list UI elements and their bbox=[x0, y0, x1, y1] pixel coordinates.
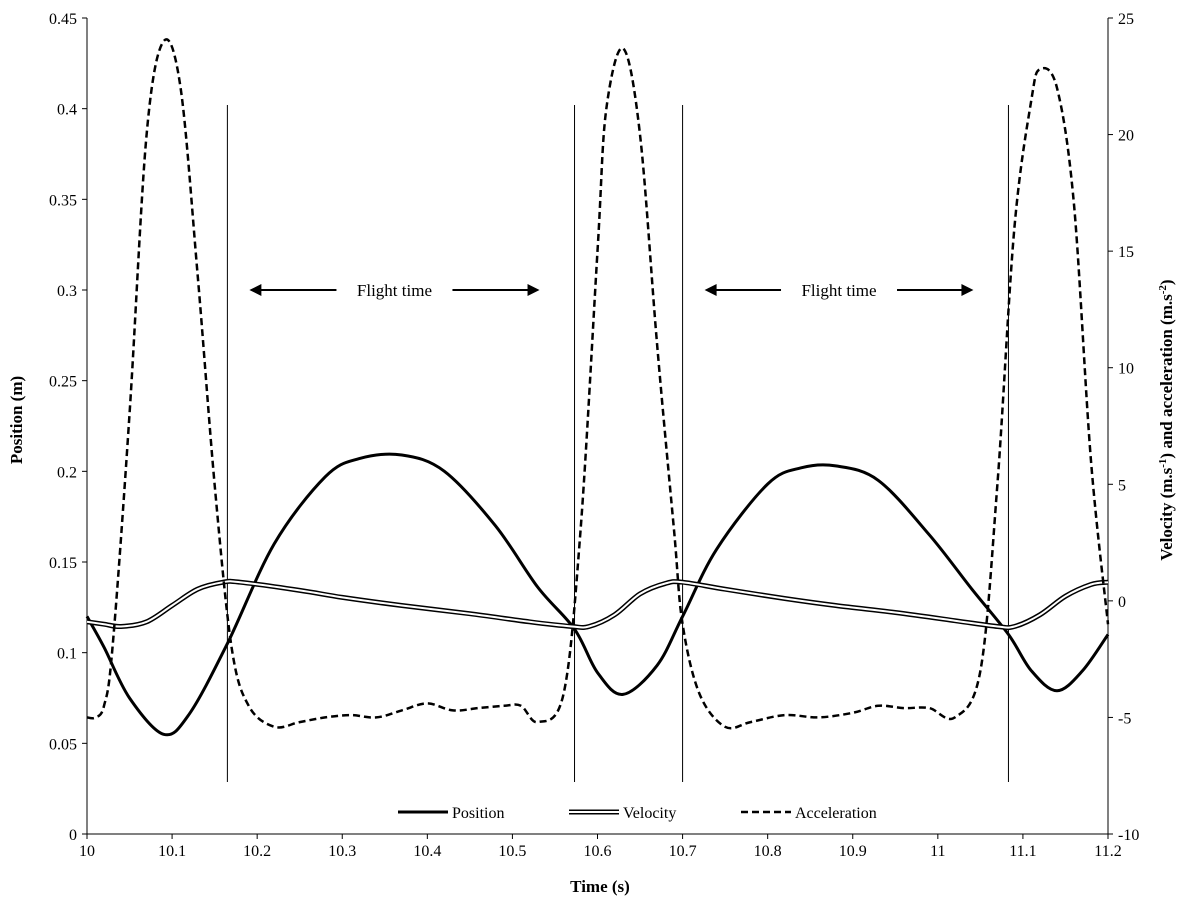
x-tick-label: 10.5 bbox=[498, 843, 526, 860]
x-tick-label: 10.6 bbox=[584, 843, 612, 860]
y-right-title-part: ) and acceleration (m.s bbox=[1157, 294, 1176, 459]
y-left-tick-label: 0.35 bbox=[49, 192, 77, 209]
y-left-tick-label: 0.1 bbox=[57, 646, 77, 663]
x-tick-label: 10.9 bbox=[839, 843, 867, 860]
x-axis-title: Time (s) bbox=[570, 877, 630, 896]
legend-acceleration-label: Acceleration bbox=[795, 805, 877, 822]
y-right-tick-label: -5 bbox=[1118, 710, 1131, 727]
x-tick-label: 10 bbox=[79, 843, 95, 860]
x-tick-label: 11 bbox=[930, 843, 945, 860]
x-tick-label: 11.1 bbox=[1009, 843, 1036, 860]
x-tick-label: 10.2 bbox=[243, 843, 271, 860]
y-right-title-superscript: -2 bbox=[1157, 285, 1169, 295]
y-right-tick-label: 25 bbox=[1118, 11, 1134, 28]
x-tick-label: 10.1 bbox=[158, 843, 186, 860]
y-left-tick-label: 0.2 bbox=[57, 464, 77, 481]
flight-boundaries bbox=[226, 105, 1009, 782]
y-left-tick-label: 0.45 bbox=[49, 11, 77, 28]
y-left-tick-label: 0.05 bbox=[49, 736, 77, 753]
y-right-title-superscript: -1 bbox=[1157, 459, 1169, 468]
arrow-head-left-icon bbox=[704, 284, 717, 296]
flight-time-label: Flight time bbox=[357, 281, 432, 300]
x-tick-label: 10.4 bbox=[413, 843, 441, 860]
series-velocity-line-inner bbox=[86, 580, 1109, 629]
y-left-tick-label: 0.4 bbox=[57, 102, 77, 119]
arrow-head-right-icon bbox=[961, 284, 974, 296]
flight-time-annotation: Flight time bbox=[704, 281, 974, 300]
y-right-tick-label: 20 bbox=[1118, 128, 1134, 145]
series-layer bbox=[85, 38, 1110, 737]
flight-time-label: Flight time bbox=[801, 281, 876, 300]
legend-velocity-label: Velocity bbox=[623, 805, 676, 822]
y-left-axis-title: Position (m) bbox=[7, 376, 26, 464]
flight-time-annotation: Flight time bbox=[249, 281, 540, 300]
x-tick-label: 11.2 bbox=[1094, 843, 1121, 860]
legend-position-label: Position bbox=[452, 805, 504, 822]
annotations: Flight time Flight time bbox=[249, 281, 974, 300]
x-tick-label: 10.7 bbox=[669, 843, 697, 860]
y-right-axis-ticks: -10 -5 0 5 10 15 20 25 bbox=[1108, 11, 1139, 844]
x-axis-ticks: 10 10.1 10.2 10.3 10.4 10.5 10.6 10.7 10.8 10.9 11… bbox=[79, 834, 1122, 860]
y-right-title-part: Velocity (m.s bbox=[1157, 467, 1176, 560]
y-right-tick-label: 15 bbox=[1118, 244, 1134, 261]
x-tick-label: 10.3 bbox=[328, 843, 356, 860]
y-left-tick-label: 0.15 bbox=[49, 555, 77, 572]
y-left-axis-ticks: 0 0.05 0.1 0.15 0.2 0.25 0.3 0.35 0.4 0.45 bbox=[49, 11, 87, 844]
legend: Position Velocity Acceleration bbox=[398, 805, 877, 822]
y-right-tick-label: 0 bbox=[1118, 594, 1126, 611]
y-right-title-part: ) bbox=[1157, 279, 1176, 285]
arrow-head-right-icon bbox=[527, 284, 540, 296]
series-position-line bbox=[85, 452, 1110, 737]
y-right-axis-title: Velocity (m.s-1) and acceleration (m.s-2… bbox=[1157, 279, 1176, 560]
y-left-tick-label: 0.3 bbox=[57, 283, 77, 300]
series-acceleration-line bbox=[86, 38, 1110, 730]
y-right-tick-label: 10 bbox=[1118, 361, 1134, 378]
y-left-tick-label: 0.25 bbox=[49, 374, 77, 391]
y-right-tick-label: 5 bbox=[1118, 477, 1126, 494]
y-left-tick-label: 0 bbox=[69, 827, 77, 844]
arrow-head-left-icon bbox=[249, 284, 262, 296]
y-right-tick-label: -10 bbox=[1118, 827, 1139, 844]
x-tick-label: 10.8 bbox=[754, 843, 782, 860]
